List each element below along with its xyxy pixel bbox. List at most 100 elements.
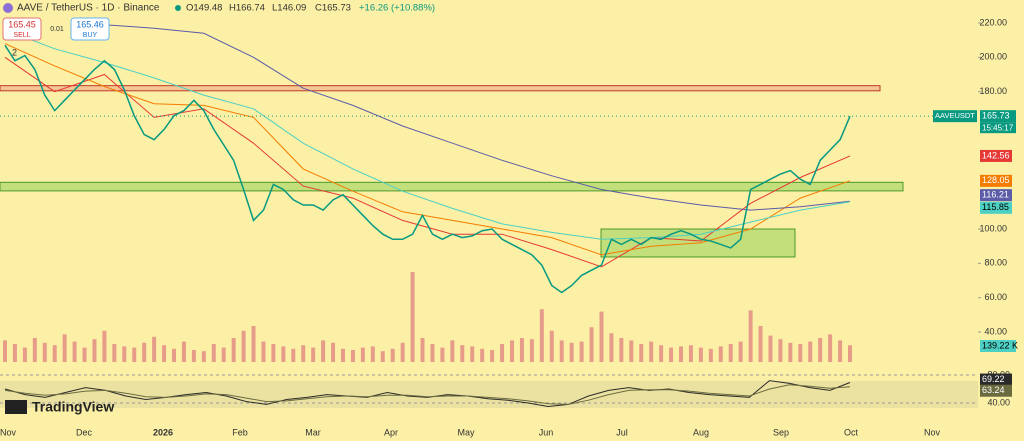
sell-label[interactable]: SELL	[13, 32, 30, 39]
moving-average	[4, 56, 851, 268]
volume-bar	[390, 348, 395, 362]
volume-bar	[768, 335, 773, 362]
volume-bar	[480, 348, 485, 362]
indicator-count[interactable]: 2	[12, 47, 17, 57]
volume-bar	[410, 272, 415, 362]
sell-price[interactable]: 165.45	[8, 19, 36, 29]
volume-bar	[52, 345, 57, 362]
rsi-tag-bg	[980, 373, 1012, 386]
volume-bar	[92, 339, 97, 362]
volume-bar	[629, 340, 634, 362]
y-tick-label: 40.00	[984, 326, 1007, 336]
y-tick-label: 180.00	[979, 86, 1007, 96]
x-tick-label: Mar	[305, 427, 321, 437]
volume-bar	[788, 342, 793, 362]
volume-bar	[430, 344, 435, 362]
volume-bar	[32, 338, 37, 362]
volume-bar	[360, 347, 365, 362]
volume-bar	[828, 334, 833, 362]
volume-bar	[589, 327, 594, 362]
volume-bar	[82, 347, 87, 362]
price-tag: 165.73	[982, 111, 1010, 121]
volume-bar	[808, 341, 813, 362]
zone	[0, 181, 904, 192]
volume-bar	[152, 336, 157, 362]
volume-bar	[42, 342, 47, 362]
volume-bar	[350, 350, 355, 362]
x-tick-label: Apr	[384, 427, 398, 437]
volume-tag-bg	[980, 340, 1016, 352]
volume-bar	[132, 347, 137, 362]
volume-bar	[519, 338, 524, 362]
volume-bar	[271, 344, 276, 362]
symbol-tag-bg	[933, 110, 977, 123]
volume-bar	[241, 330, 246, 362]
ma-tag: 115.85	[982, 202, 1009, 212]
buy-label[interactable]: BUY	[83, 32, 98, 39]
x-tick-label: Jul	[616, 427, 628, 437]
volume-bar	[231, 338, 236, 362]
volume-bar	[281, 346, 286, 362]
volume-bar	[12, 344, 17, 362]
volume-bar	[162, 345, 167, 362]
rsi-line	[4, 384, 851, 405]
volume-bar	[470, 346, 475, 362]
volume-bar	[400, 342, 405, 362]
buy-price[interactable]: 165.46	[76, 19, 104, 29]
x-tick-label: May	[457, 427, 475, 437]
sell-button[interactable]	[2, 17, 42, 41]
volume-bar	[559, 340, 564, 362]
ma-tag: 128.05	[982, 175, 1010, 185]
volume-bar	[639, 344, 644, 362]
symbol-icon	[3, 3, 13, 13]
volume-bar	[758, 326, 763, 362]
volume-bar	[569, 342, 574, 362]
volume-bar	[619, 338, 624, 362]
rsi-tag: 69.22	[982, 374, 1005, 384]
volume-bar	[609, 333, 614, 362]
volume-bar	[331, 342, 336, 362]
symbol-tag: AAVEUSDT	[935, 111, 975, 120]
y-tick-label: 60.00	[984, 292, 1007, 302]
x-tick-label: 2026	[153, 427, 173, 437]
ohlc-low: L146.09	[272, 3, 306, 14]
volume-bar	[599, 311, 604, 362]
moving-average	[104, 24, 851, 211]
volume-bar	[718, 346, 723, 362]
volume-bar	[3, 340, 7, 362]
volume-bar	[698, 347, 703, 362]
volume-tag: 139.22 K	[982, 340, 1018, 350]
volume-bar	[728, 344, 733, 362]
buy-button[interactable]	[70, 17, 110, 41]
volume-bar	[679, 346, 683, 362]
volume-bar	[72, 341, 77, 362]
volume-bar	[370, 346, 375, 362]
volume-bar	[510, 340, 514, 362]
rsi-tag: 63.24	[982, 385, 1005, 395]
rsi-line	[4, 380, 851, 408]
volume-bar	[748, 310, 753, 362]
volume-bar	[341, 348, 345, 362]
x-tick-label: Oct	[844, 427, 859, 437]
volume-bar	[311, 347, 316, 362]
volume-bar	[211, 344, 216, 362]
volume-bar	[549, 330, 554, 362]
change: +16.26 (+10.88%)	[359, 3, 435, 14]
x-tick-label: Jun	[539, 427, 554, 437]
price-line	[4, 44, 851, 294]
symbol: AAVE / TetherUS · 1D · Binance	[17, 3, 160, 14]
volume-bar	[261, 341, 266, 362]
volume-bar	[380, 351, 385, 362]
x-tick-label: Nov	[0, 427, 16, 437]
ohlc-open: O149.48	[186, 3, 222, 14]
volume-bar	[172, 348, 176, 362]
volume-bar	[291, 348, 296, 362]
ohlc-close: C165.73	[315, 3, 351, 14]
ma-tag-bg	[980, 149, 1012, 162]
volume-bar	[490, 350, 495, 362]
x-tick-label: Aug	[693, 427, 709, 437]
volume-bar	[142, 342, 147, 362]
